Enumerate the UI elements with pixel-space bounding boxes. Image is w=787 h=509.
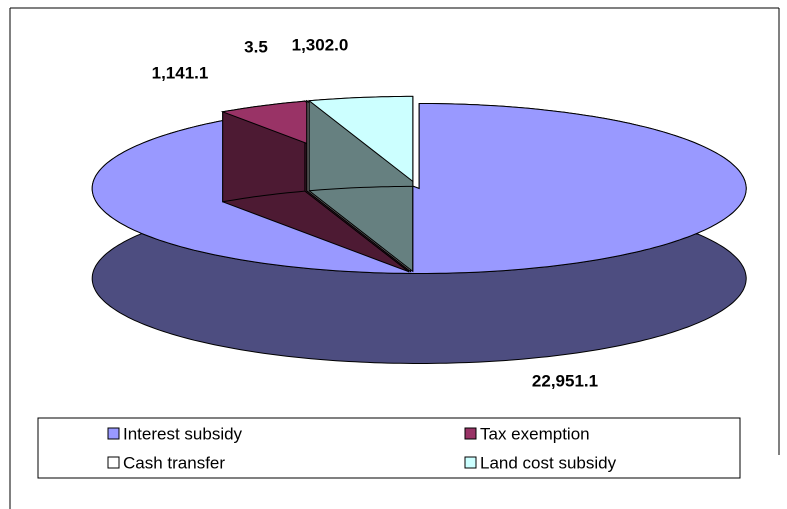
slice — [91, 103, 747, 364]
legend-swatch — [107, 456, 120, 469]
legend-swatch — [464, 427, 477, 440]
data-label: 1,141.1 — [152, 63, 209, 82]
data-label: 3.5 — [244, 37, 268, 56]
legend-label: Cash transfer — [123, 453, 225, 472]
data-label: 1,302.0 — [292, 35, 349, 54]
data-label: 22,951.1 — [532, 371, 598, 390]
legend-label: Tax exemption — [480, 424, 590, 443]
legend-label: Land cost subsidy — [480, 453, 617, 472]
slice-top — [91, 103, 747, 274]
slice-top — [307, 95, 414, 183]
legend-label: Interest subsidy — [123, 424, 243, 443]
legend-box — [37, 417, 741, 479]
legend-swatch — [107, 427, 120, 440]
slice — [307, 95, 414, 273]
legend-swatch — [464, 456, 477, 469]
